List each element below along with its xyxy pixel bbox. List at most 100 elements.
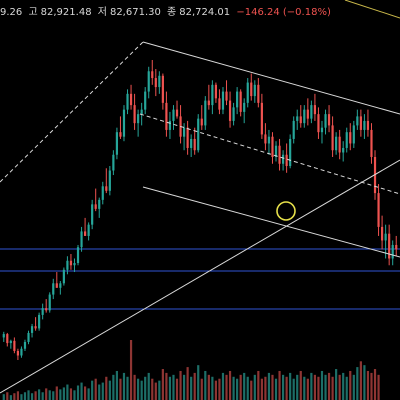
- candle-body: [218, 98, 221, 110]
- volume-bar: [13, 393, 16, 400]
- volume-bar: [313, 374, 317, 400]
- candle-body: [250, 82, 253, 97]
- candle-body: [363, 120, 366, 130]
- candle-body: [253, 84, 256, 97]
- candle-body: [34, 326, 37, 329]
- candle-body: [101, 186, 104, 200]
- volume-bar: [278, 370, 281, 400]
- candle-body: [186, 127, 189, 148]
- volume-bar: [377, 374, 380, 400]
- volume-bar: [303, 376, 306, 400]
- volume-bar: [112, 374, 115, 400]
- candle-body: [320, 127, 324, 133]
- candle-body: [105, 186, 108, 191]
- volume-bar: [345, 376, 348, 400]
- candle-body: [129, 93, 133, 106]
- candle-body: [27, 332, 30, 342]
- high-value: 82,921.48: [40, 7, 92, 18]
- candle-body: [388, 233, 391, 259]
- volume-bar: [23, 392, 27, 400]
- volume-bar: [73, 390, 76, 400]
- candle-body: [38, 314, 41, 329]
- candle-body: [214, 84, 218, 99]
- candle-body: [278, 145, 281, 164]
- volume-bar: [320, 370, 324, 400]
- candle-body: [395, 244, 398, 250]
- volume-bar: [101, 382, 104, 400]
- volume-bar: [299, 370, 302, 400]
- candle-body: [69, 260, 73, 266]
- candle-body: [80, 231, 83, 248]
- candle-body: [87, 224, 90, 236]
- candle-body: [264, 134, 267, 144]
- volume-bar: [154, 382, 157, 400]
- candle-body: [175, 109, 179, 117]
- volume-bar: [126, 376, 129, 400]
- volume-bar: [175, 378, 179, 400]
- candle-body: [356, 116, 359, 126]
- volume-bar: [214, 380, 218, 400]
- low-label: 저: [97, 7, 107, 18]
- close-value: 82,724.01: [179, 7, 231, 18]
- candle-body: [236, 91, 239, 108]
- candle-body: [41, 308, 44, 315]
- volume-bar: [274, 378, 278, 400]
- volume-bar: [48, 390, 51, 400]
- volume-bar: [129, 340, 133, 400]
- candle-body: [55, 283, 58, 288]
- volume-bar: [30, 393, 34, 400]
- volume-bar: [359, 361, 362, 400]
- candle-body: [377, 193, 380, 227]
- volume-bar: [119, 378, 122, 400]
- candle-body: [168, 120, 172, 130]
- candle-body: [165, 102, 168, 130]
- volume-bar: [94, 378, 97, 400]
- candle-body: [30, 326, 34, 333]
- candle-body: [335, 136, 338, 151]
- rising-support-trendline[interactable]: [0, 159, 400, 394]
- candle-body: [48, 294, 51, 311]
- volume-bar: [366, 370, 370, 400]
- volume-bar: [115, 370, 119, 400]
- volume-bar: [292, 378, 295, 400]
- candle-body: [260, 102, 263, 135]
- candle-body: [182, 127, 186, 137]
- volume-bar: [253, 374, 256, 400]
- volume-bar: [179, 370, 182, 400]
- volume-bar: [144, 376, 147, 400]
- dashed-upper-trendline[interactable]: [0, 41, 144, 183]
- volume-bar: [207, 374, 210, 400]
- volume-bar: [232, 376, 235, 400]
- volume-bar: [147, 372, 150, 400]
- candle-body: [292, 120, 295, 139]
- volume-bar: [80, 382, 83, 400]
- candle-body: [108, 170, 111, 191]
- candle-body: [239, 91, 242, 112]
- volume-bar: [193, 372, 196, 400]
- channel-middle-dashed-line[interactable]: [139, 113, 400, 195]
- volume-bar: [281, 374, 285, 400]
- candle-body: [232, 107, 235, 121]
- volume-bar: [45, 388, 48, 400]
- volume-bar: [190, 376, 193, 400]
- volume-bar: [373, 369, 377, 400]
- volume-bar: [296, 374, 299, 400]
- candle-body: [20, 348, 23, 356]
- volume-bar: [66, 384, 69, 400]
- candle-body: [6, 334, 9, 344]
- candle-body: [267, 136, 271, 144]
- yellow-trendline[interactable]: [344, 0, 400, 19]
- channel-upper-line[interactable]: [142, 41, 400, 115]
- candle-body: [338, 136, 341, 153]
- candle-body: [306, 109, 309, 119]
- candle-body: [137, 114, 140, 124]
- volume-bar: [108, 380, 111, 400]
- volume-bar: [370, 372, 373, 400]
- channel-lower-line[interactable]: [142, 186, 400, 258]
- candle-body: [299, 116, 302, 124]
- volume-bar: [105, 376, 108, 400]
- candle-body: [112, 154, 115, 171]
- volume-bar: [327, 372, 331, 400]
- highlight-circle-marker[interactable]: [276, 201, 296, 221]
